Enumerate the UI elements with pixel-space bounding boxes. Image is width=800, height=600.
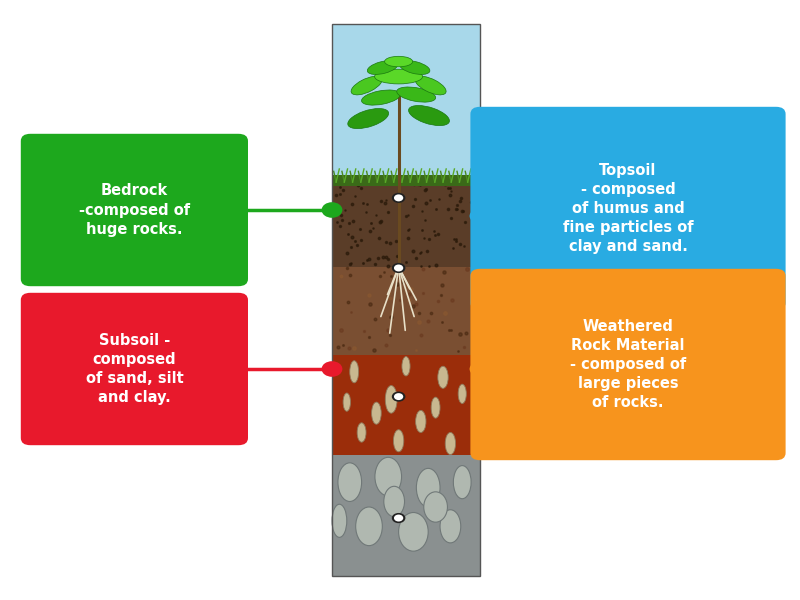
Ellipse shape: [384, 486, 405, 517]
Ellipse shape: [398, 512, 428, 551]
Ellipse shape: [343, 393, 350, 411]
Ellipse shape: [338, 463, 362, 502]
Ellipse shape: [416, 469, 440, 507]
Ellipse shape: [424, 492, 447, 522]
Text: Subsoil -
composed
of sand, silt
and clay.: Subsoil - composed of sand, silt and cla…: [86, 332, 183, 406]
Ellipse shape: [446, 433, 455, 455]
Ellipse shape: [351, 76, 382, 95]
Bar: [332, 175, 480, 186]
FancyBboxPatch shape: [470, 107, 786, 310]
Ellipse shape: [440, 510, 461, 543]
Circle shape: [394, 265, 403, 271]
Circle shape: [470, 361, 490, 377]
Ellipse shape: [385, 56, 413, 67]
Ellipse shape: [350, 361, 358, 383]
Ellipse shape: [399, 61, 430, 74]
Ellipse shape: [409, 106, 450, 125]
Bar: [332, 267, 480, 355]
Circle shape: [392, 263, 406, 273]
Circle shape: [322, 361, 342, 377]
Text: Topsoil
- composed
of humus and
fine particles of
clay and sand.: Topsoil - composed of humus and fine par…: [562, 163, 694, 254]
Ellipse shape: [454, 466, 471, 499]
Circle shape: [470, 208, 490, 224]
FancyBboxPatch shape: [21, 293, 248, 445]
Text: Bedrock
-composed of
huge rocks.: Bedrock -composed of huge rocks.: [79, 184, 190, 236]
FancyBboxPatch shape: [21, 134, 248, 286]
Ellipse shape: [416, 410, 426, 433]
Circle shape: [394, 393, 403, 400]
Circle shape: [394, 515, 403, 521]
Ellipse shape: [431, 397, 440, 418]
Ellipse shape: [348, 109, 389, 128]
Circle shape: [392, 193, 406, 203]
Ellipse shape: [402, 356, 410, 376]
Ellipse shape: [458, 384, 466, 403]
Ellipse shape: [394, 430, 404, 452]
Circle shape: [392, 513, 406, 523]
Ellipse shape: [356, 507, 382, 545]
FancyBboxPatch shape: [470, 269, 786, 460]
Ellipse shape: [367, 61, 398, 74]
Ellipse shape: [357, 423, 366, 442]
Circle shape: [394, 194, 403, 202]
Ellipse shape: [332, 504, 346, 538]
Ellipse shape: [375, 457, 402, 496]
Text: Weathered
Rock Material
- composed of
large pieces
of rocks.: Weathered Rock Material - composed of la…: [570, 319, 686, 410]
Ellipse shape: [362, 90, 401, 105]
Ellipse shape: [386, 386, 397, 413]
Ellipse shape: [438, 366, 448, 388]
Bar: [332, 455, 480, 576]
Circle shape: [322, 202, 342, 218]
Circle shape: [392, 391, 406, 402]
Ellipse shape: [415, 76, 446, 95]
Ellipse shape: [397, 87, 436, 102]
Ellipse shape: [374, 69, 422, 84]
Bar: [332, 179, 480, 267]
Bar: [332, 355, 480, 455]
Ellipse shape: [371, 402, 382, 424]
Bar: [332, 24, 480, 179]
Bar: [332, 24, 480, 576]
